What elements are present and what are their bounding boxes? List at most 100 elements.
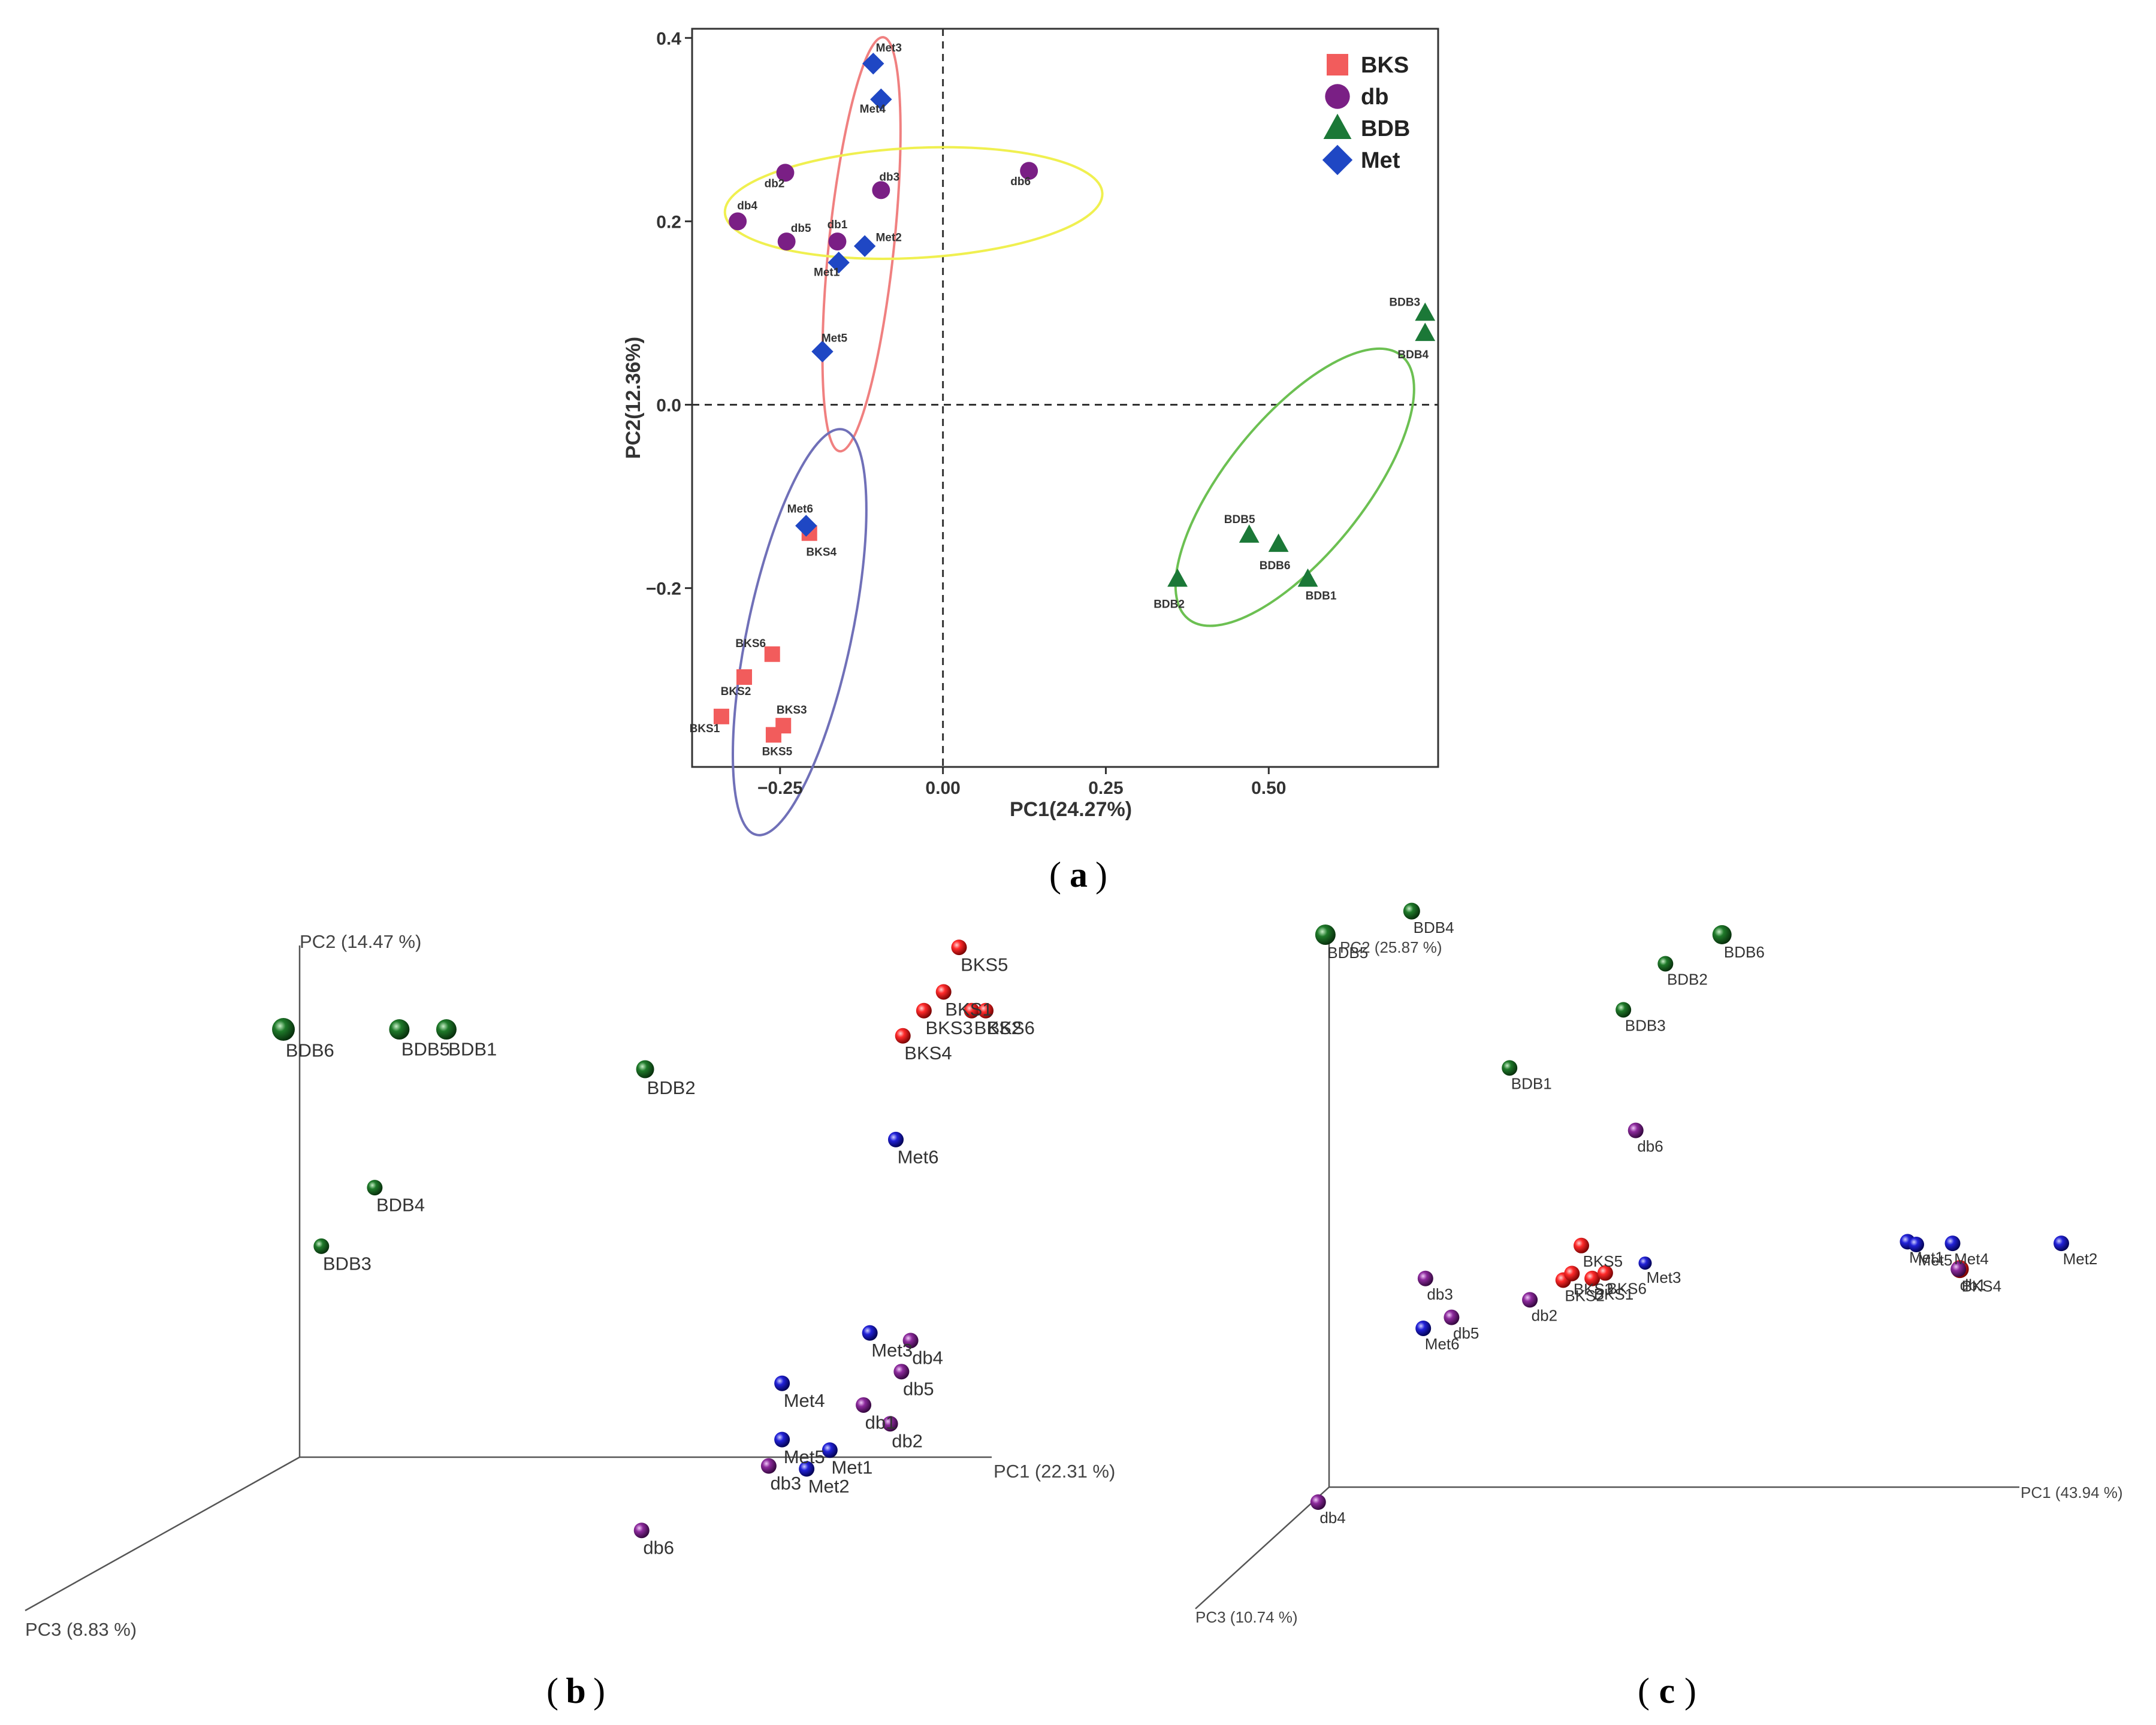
sphere-bks6 — [1597, 1265, 1613, 1281]
sphere-met2 — [2054, 1235, 2069, 1252]
point-bdb5 — [1239, 524, 1260, 543]
data-points — [1310, 902, 2069, 1510]
point-met3 — [862, 52, 884, 75]
point-labels: BKS1BKS2BKS3BKS4BKS5BKS6db1db2db3db4db5d… — [690, 42, 1429, 758]
legend-marker-db — [1325, 84, 1350, 109]
sphere-bdb5 — [1315, 925, 1336, 945]
sphere-bdb1 — [1502, 1060, 1518, 1076]
x-tick-label: 0.50 — [1251, 778, 1286, 798]
sphere-db5 — [1444, 1309, 1460, 1325]
plot-frame — [691, 28, 1439, 768]
svg-text:): ) — [1684, 1671, 1696, 1711]
point-label: BDB1 — [448, 1038, 497, 1059]
point-label: BDB2 — [1154, 598, 1185, 611]
point-bks5 — [765, 727, 781, 743]
point-label: BDB6 — [1260, 560, 1291, 572]
axes-3d — [1195, 944, 2019, 1609]
point-label: db4 — [1319, 1509, 1345, 1527]
point-label: BKS1 — [945, 999, 992, 1020]
point-labels: BKS1BKS2BKS3BKS4BKS5BKS6db1db2db3db4db5d… — [286, 954, 1035, 1558]
point-label: BDB2 — [1667, 971, 1708, 989]
sphere-met2 — [799, 1461, 815, 1477]
point-label: db5 — [1453, 1324, 1479, 1342]
point-label: BDB3 — [1625, 1016, 1666, 1034]
y-axis-label: PC2 (25.87 %) — [1340, 938, 1442, 956]
reference-lines — [692, 29, 1438, 767]
point-label: BKS5 — [1583, 1252, 1623, 1270]
point-label: db5 — [903, 1379, 934, 1400]
sphere-db6 — [633, 1522, 650, 1539]
y-axis-label: PC2 (14.47 %) — [300, 931, 421, 952]
panel-c-letter: c — [1659, 1671, 1675, 1711]
point-label: BKS3 — [1574, 1280, 1614, 1298]
x-tick-label: 0.25 — [1088, 778, 1123, 798]
y-tick-label: 0.0 — [656, 395, 681, 415]
point-met1 — [828, 252, 850, 274]
point-label: BKS3 — [777, 704, 807, 717]
z-axis-label: PC3 (10.74 %) — [1195, 1608, 1298, 1626]
axes-3d — [25, 945, 992, 1612]
sphere-bdb4 — [1403, 902, 1420, 920]
sphere-db2 — [1522, 1292, 1538, 1308]
x-axis-label: PC1 (43.94 %) — [2021, 1484, 2123, 1502]
point-met4 — [870, 88, 892, 111]
sphere-bdb2 — [1657, 956, 1674, 972]
point-label: BDB1 — [1306, 590, 1337, 602]
panel-c-caption: ( c ) — [1638, 1671, 1696, 1711]
point-db1 — [828, 232, 847, 251]
point-label: db1 — [865, 1412, 896, 1433]
sphere-bdb6 — [272, 1018, 295, 1041]
point-label: BDB4 — [1397, 349, 1429, 361]
sphere-met4 — [774, 1375, 790, 1391]
point-db6 — [1020, 162, 1038, 180]
sphere-bdb4 — [367, 1180, 383, 1196]
sphere-bks3 — [916, 1002, 932, 1019]
point-label: BKS2 — [974, 1017, 1022, 1038]
sphere-db4 — [902, 1333, 919, 1349]
sphere-db5 — [893, 1364, 910, 1380]
legend-label: Met — [1361, 148, 1400, 173]
point-label: Met2 — [875, 232, 901, 244]
point-bdb4 — [1415, 322, 1436, 342]
point-label: BDB6 — [1724, 943, 1765, 961]
point-db4 — [729, 212, 747, 231]
point-db5 — [777, 232, 796, 251]
point-db2 — [776, 164, 795, 182]
sphere-bdb3 — [313, 1238, 330, 1254]
point-met5 — [811, 340, 834, 362]
panel-a-letter: a — [1070, 855, 1088, 895]
point-label: db6 — [1010, 176, 1031, 188]
sphere-bdb5 — [389, 1019, 410, 1040]
point-label: db6 — [643, 1537, 674, 1558]
z-axis-line — [25, 1456, 300, 1612]
point-label: BDB5 — [1327, 944, 1368, 962]
y-tick-label: 0.4 — [656, 29, 681, 49]
point-label: Met4 — [1954, 1250, 1989, 1268]
point-label: Met2 — [808, 1476, 850, 1497]
sphere-bdb2 — [636, 1060, 654, 1078]
point-label: Met4 — [860, 103, 886, 116]
sphere-db1 — [856, 1397, 872, 1413]
point-bdb1 — [1297, 568, 1318, 587]
data-points — [713, 52, 1436, 743]
legend-marker-met — [1322, 144, 1353, 176]
point-label: BKS4 — [806, 546, 837, 559]
sphere-db3 — [760, 1458, 777, 1474]
sphere-bdb6 — [1712, 925, 1732, 944]
legend-label: BDB — [1361, 116, 1410, 141]
legend-marker-bdb — [1323, 113, 1352, 139]
point-label: db4 — [912, 1348, 943, 1368]
legend-marker-bks — [1327, 54, 1348, 75]
sphere-met5 — [1909, 1236, 1924, 1252]
panel-b-caption: ( b ) — [546, 1671, 605, 1711]
point-label: Met1 — [1909, 1249, 1944, 1267]
point-label: db6 — [1637, 1137, 1663, 1155]
sphere-bdb3 — [1616, 1002, 1632, 1018]
point-label: db5 — [791, 222, 811, 235]
x-tick-label: −0.25 — [757, 778, 803, 798]
point-label: Met1 — [831, 1457, 872, 1478]
svg-text:): ) — [1095, 855, 1107, 895]
ellipse-bdb — [1174, 347, 1415, 627]
sphere-db3 — [1417, 1270, 1433, 1286]
